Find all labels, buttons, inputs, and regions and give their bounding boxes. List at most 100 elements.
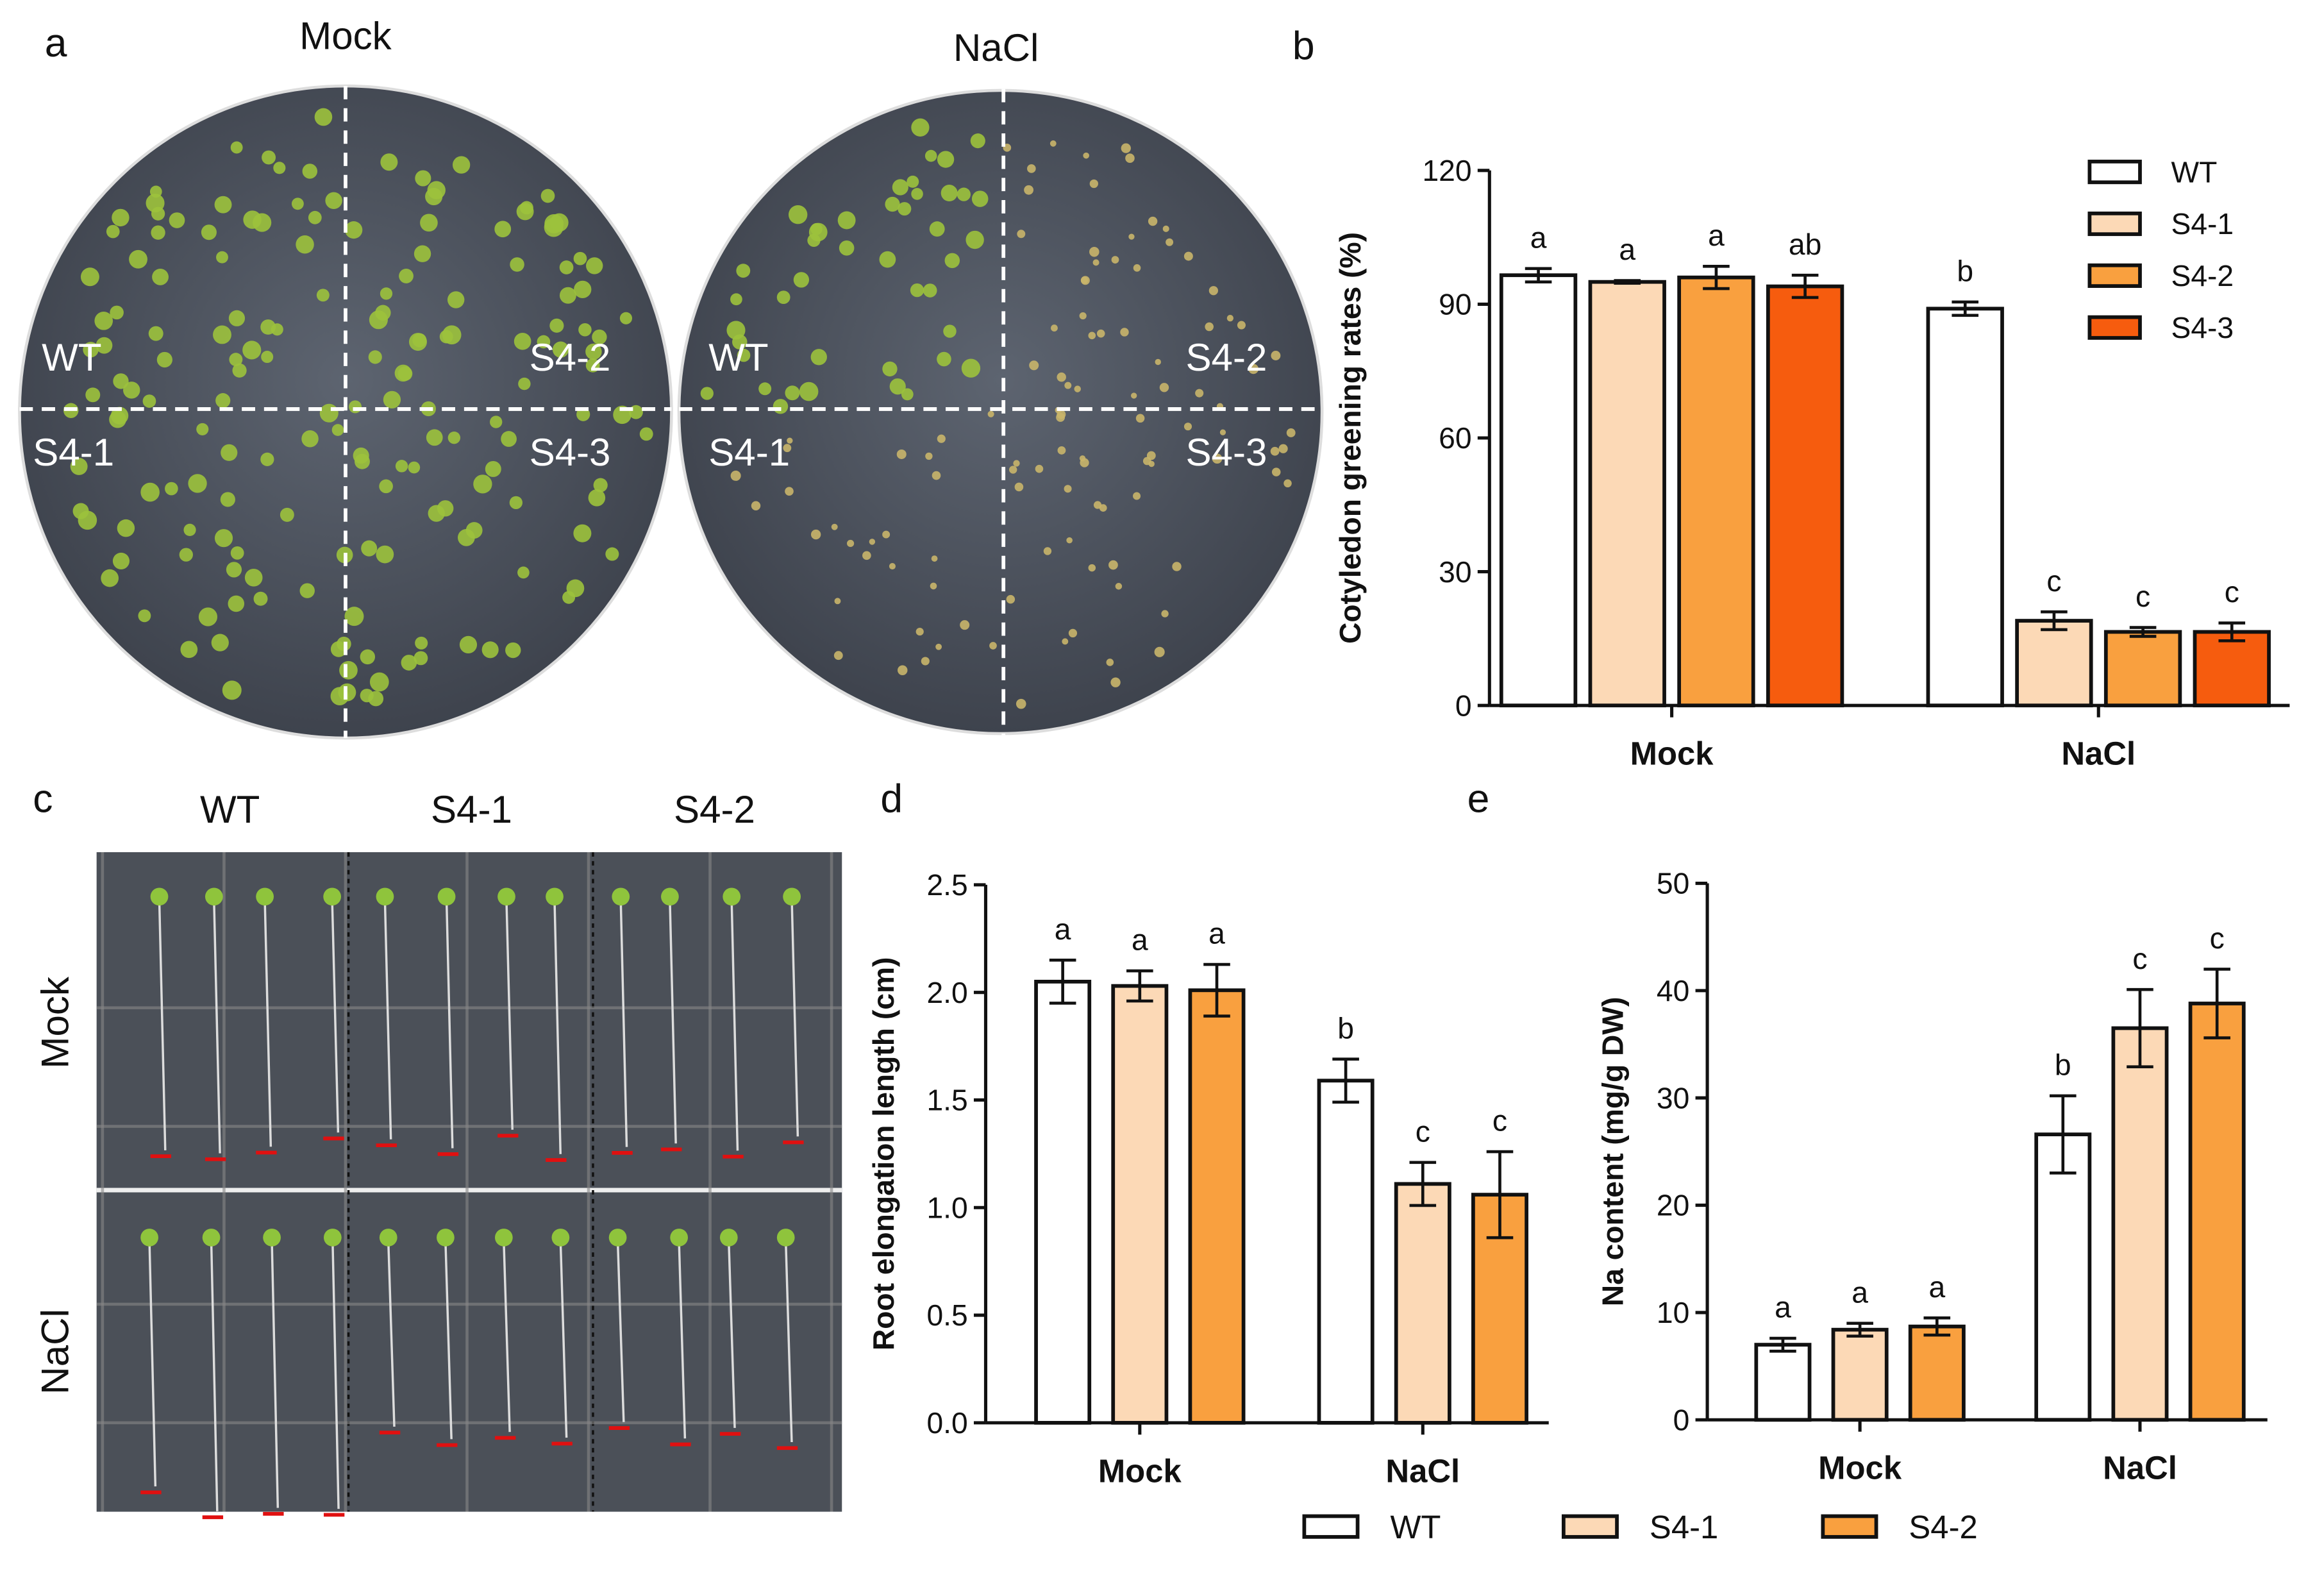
seedling (1074, 385, 1081, 392)
seedling (165, 482, 178, 496)
seedling (540, 189, 555, 203)
y-tick-label: 0.0 (926, 1406, 967, 1440)
legend-swatch (1302, 1514, 1360, 1539)
seedlings (96, 852, 842, 1520)
seedling (1162, 225, 1169, 232)
bar (1034, 979, 1092, 1425)
seedling (1064, 382, 1072, 389)
seedling (1110, 677, 1121, 687)
seedling (593, 478, 608, 492)
seedling (847, 539, 855, 548)
significance-label: b (2055, 1048, 2071, 1082)
seedling (453, 156, 471, 174)
seedling (923, 283, 937, 298)
seedling (1155, 358, 1161, 365)
seedling (639, 427, 653, 441)
seedling (414, 651, 428, 666)
seedling (807, 233, 821, 248)
seedling (110, 305, 124, 320)
seedling (1088, 564, 1096, 572)
bar (2193, 630, 2271, 708)
seedling (215, 393, 231, 408)
panel-label: a (45, 21, 67, 65)
leaf (719, 1229, 738, 1247)
significance-label: a (1852, 1275, 1868, 1309)
seedling (232, 363, 247, 378)
seedling (242, 340, 262, 360)
root (503, 1241, 511, 1432)
seedling (353, 447, 369, 464)
seedling (230, 546, 244, 560)
seedling (552, 341, 569, 358)
seedling (1219, 429, 1226, 435)
y-tick-label: 2.0 (926, 976, 967, 1009)
root (331, 901, 340, 1133)
seedling (1009, 466, 1017, 474)
significance-label: b (1957, 255, 1973, 288)
seedling (1278, 444, 1288, 453)
seedling (1108, 560, 1118, 570)
seedling (1083, 152, 1089, 159)
error-bar (1614, 279, 1641, 285)
seedling (605, 547, 619, 561)
seedling (736, 264, 751, 278)
significance-label: a (1619, 233, 1635, 266)
seedling (360, 649, 376, 665)
y-tick-label: 2.5 (926, 868, 967, 902)
seedling (1212, 453, 1223, 464)
seedling (1066, 537, 1073, 544)
leaf (323, 1229, 342, 1247)
seedling (228, 310, 246, 326)
seedling (414, 245, 431, 262)
quadrant-label: S4-3 (530, 431, 611, 474)
seedling (345, 221, 363, 239)
seedling (188, 474, 207, 493)
seedling (514, 333, 531, 350)
seedling (783, 444, 792, 453)
significance-label: c (2132, 942, 2147, 975)
bar (1394, 1182, 1451, 1425)
seedling (380, 287, 393, 300)
seedling (447, 291, 465, 308)
error-bar (1846, 1322, 1873, 1338)
seedling (1128, 233, 1135, 240)
legend-swatch (2087, 315, 2142, 340)
legend-label: WT (1390, 1509, 1441, 1545)
seedling (1183, 251, 1193, 261)
seedling (183, 523, 196, 537)
seedling (179, 548, 193, 562)
seedling (465, 522, 483, 539)
seedling (113, 373, 129, 389)
bar (1317, 1079, 1375, 1425)
seedling (459, 635, 478, 654)
bar (2015, 619, 2093, 708)
significance-label: a (1208, 917, 1225, 950)
seedling (490, 416, 503, 428)
seedling (788, 205, 808, 224)
bar (1588, 280, 1666, 708)
seedling (1248, 364, 1259, 374)
seedling (810, 529, 821, 540)
seedling (180, 641, 198, 659)
seedling (412, 333, 427, 348)
quadrant-label: WT (708, 336, 768, 379)
seedling (1057, 372, 1066, 382)
seedling (915, 628, 924, 636)
seedling (837, 211, 856, 230)
panel-labels: a b c d e (33, 21, 1489, 821)
seedling (308, 210, 322, 224)
seedling (944, 253, 960, 269)
column-label: S4-2 (674, 788, 755, 831)
bar (1499, 273, 1578, 708)
bar (1754, 1343, 1812, 1422)
seedling (929, 221, 945, 237)
bar (1188, 988, 1246, 1425)
seedling (785, 487, 794, 496)
seedling (1057, 446, 1066, 455)
seedling (937, 151, 955, 168)
seedling (260, 452, 274, 466)
seedling (1166, 238, 1174, 246)
seedling (882, 530, 890, 539)
seedling (1064, 485, 1072, 493)
seedling (1111, 256, 1119, 264)
